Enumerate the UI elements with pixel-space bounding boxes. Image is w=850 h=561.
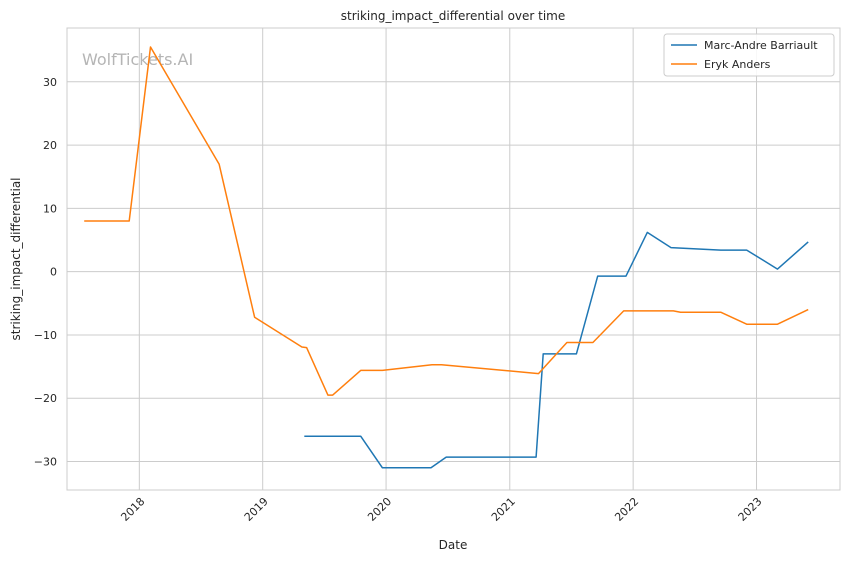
x-tick-label: 2023 xyxy=(736,495,765,524)
y-axis-ticks: 30 20 10 0 −10 −20 −30 xyxy=(34,76,57,469)
legend: Marc-Andre Barriault Eryk Anders xyxy=(663,33,835,77)
legend-box xyxy=(663,33,835,77)
x-axis-ticks: 2018 2019 2020 2021 2022 2023 xyxy=(118,495,764,524)
y-tick-label: 30 xyxy=(43,76,57,89)
plot-background xyxy=(67,28,840,490)
y-tick-label: 10 xyxy=(43,202,57,215)
series-lines xyxy=(84,46,809,469)
x-tick-label: 2020 xyxy=(365,495,394,524)
y-tick-label: −20 xyxy=(34,392,57,405)
x-tick-label: 2021 xyxy=(489,495,518,524)
x-tick-label: 2022 xyxy=(612,495,641,524)
y-tick-label: −10 xyxy=(34,329,57,342)
y-axis-label: striking_impact_differential xyxy=(9,177,23,340)
series-line-2 xyxy=(84,46,809,396)
legend-label: Eryk Anders xyxy=(704,58,771,71)
series-line-1 xyxy=(304,231,809,469)
x-tick-label: 2018 xyxy=(118,495,147,524)
legend-label: Marc-Andre Barriault xyxy=(704,39,818,52)
chart-title: striking_impact_differential over time xyxy=(341,9,566,23)
x-axis-label: Date xyxy=(439,538,468,552)
y-tick-label: 0 xyxy=(50,266,57,279)
plot-frame xyxy=(66,27,841,491)
watermark-text: WolfTickets.AI xyxy=(82,50,193,69)
y-tick-label: 20 xyxy=(43,139,57,152)
x-tick-label: 2019 xyxy=(242,495,271,524)
grid-lines xyxy=(67,28,840,490)
y-tick-label: −30 xyxy=(34,456,57,469)
